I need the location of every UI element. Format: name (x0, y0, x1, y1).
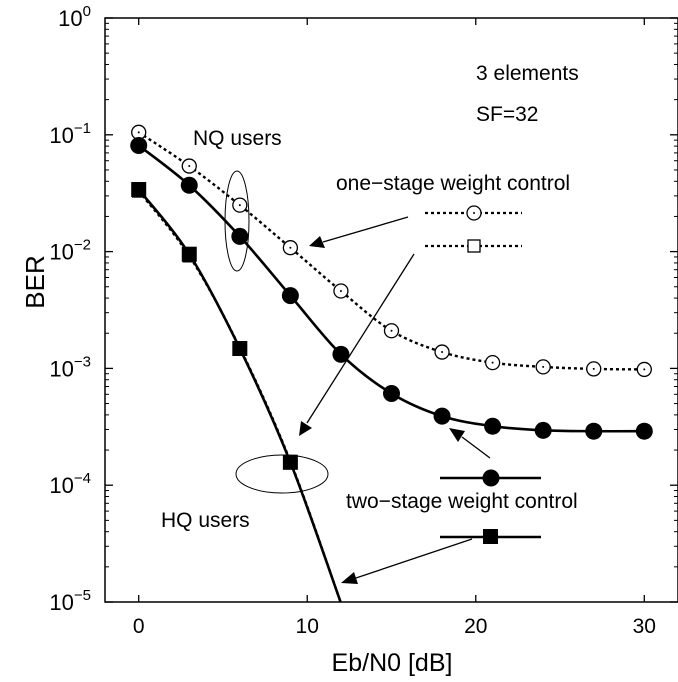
data-point-center-dot (491, 361, 494, 364)
y-tick-label: 10−2 (49, 237, 91, 265)
y-tick-label: 10−3 (49, 353, 91, 381)
series-line-solid (137, 188, 342, 602)
series-markers (130, 124, 653, 470)
data-point-filled-circle (180, 176, 198, 194)
x-axis-label: Eb/N0 [dB] (332, 649, 453, 677)
legend-two-stage-square (440, 529, 541, 544)
data-point-center-dot (289, 246, 292, 249)
nq-users-label: NQ users (193, 127, 282, 150)
data-point-filled-square (232, 341, 248, 357)
x-tick-label: 0 (133, 615, 145, 638)
data-point-filled-square (282, 454, 298, 470)
data-point-center-dot (137, 131, 140, 134)
annotations: 3 elements SF=32 NQ users HQ users one−s… (20, 62, 579, 677)
axes (104, 17, 678, 603)
data-point-center-dot (339, 289, 342, 292)
legend-one-stage-circle (425, 205, 522, 221)
tick-marks: 0 10 20 30 10−5 10−4 10−3 10−2 10−1 100 (49, 3, 678, 638)
legend-one-stage-square (425, 239, 522, 253)
hq-users-label: HQ users (161, 509, 250, 532)
data-point-filled-circle (332, 345, 350, 363)
data-point-filled-circle (635, 422, 653, 440)
config-elements-label: 3 elements (476, 62, 579, 85)
data-point-filled-square (181, 246, 197, 262)
y-axis-label: BER (20, 255, 50, 308)
arrow-two-stage-to-nq (449, 428, 491, 459)
data-point-center-dot (188, 165, 191, 168)
y-tick-label: 10−1 (49, 120, 91, 148)
data-point-filled-circle (130, 136, 148, 154)
one-stage-label: one−stage weight control (336, 172, 570, 195)
legend-two-stage-circle (440, 469, 541, 487)
data-point-center-dot (542, 365, 545, 368)
x-tick-label: 20 (464, 615, 487, 638)
series-curves (137, 131, 645, 602)
data-point-filled-circle (231, 227, 249, 245)
data-point-center-dot (238, 204, 241, 207)
data-point-center-dot (441, 351, 444, 354)
series-line-solid (137, 144, 645, 433)
plot-frame (104, 17, 678, 603)
data-point-center-dot (390, 329, 393, 332)
data-point-filled-circle (534, 421, 552, 439)
x-tick-label: 30 (633, 615, 656, 638)
config-sf-label: SF=32 (476, 103, 538, 126)
data-point-filled-circle (585, 422, 603, 440)
arrow-two-stage-to-hq (341, 538, 473, 584)
nq-users-ellipse (224, 170, 250, 272)
arrow-one-stage-to-hq (299, 253, 415, 436)
data-point-filled-circle (281, 287, 299, 305)
y-tick-label: 100 (58, 3, 91, 31)
series-line-dotted (137, 190, 342, 602)
x-tick-label: 10 (296, 615, 319, 638)
arrow-one-stage-to-nq (309, 216, 409, 248)
data-point-filled-circle (433, 407, 451, 425)
data-point-center-dot (592, 367, 595, 370)
data-point-filled-square (131, 182, 147, 198)
hq-users-ellipse (235, 454, 329, 494)
y-tick-label: 10−5 (49, 587, 91, 615)
data-point-center-dot (643, 368, 646, 371)
y-tick-label: 10−4 (49, 470, 91, 498)
data-point-filled-circle (383, 384, 400, 402)
two-stage-label: two−stage weight control (346, 490, 578, 513)
data-point-filled-circle (484, 417, 502, 435)
